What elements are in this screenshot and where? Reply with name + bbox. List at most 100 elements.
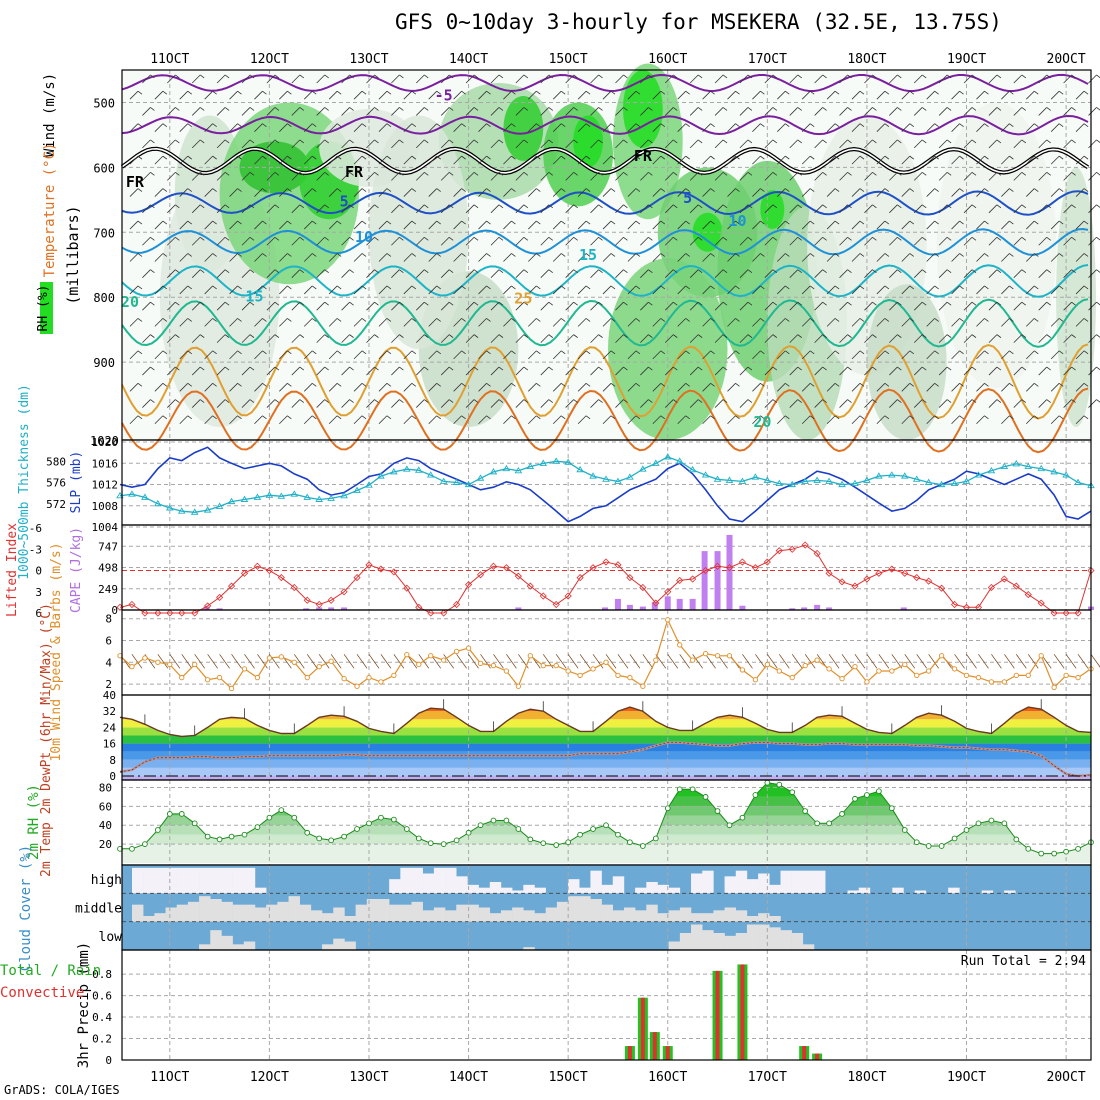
wind-barb: [963, 366, 973, 376]
wind10m-barb: [194, 654, 206, 669]
wind-barb: [411, 188, 417, 192]
lifted-index-axis-label: Lifted Index: [5, 523, 20, 617]
rh-point: [726, 822, 733, 829]
wind-barb: [847, 236, 852, 241]
wind-barb: [772, 366, 778, 371]
wind-barb: [212, 415, 217, 420]
wind-barb: [129, 415, 139, 425]
thickness-point: [154, 499, 162, 507]
cloud-cell: [232, 904, 245, 922]
wind-barb: [1083, 318, 1089, 322]
rh-band: [122, 834, 1091, 845]
wind-barb: [801, 383, 811, 392]
wind-barb: [909, 155, 915, 160]
wind-barb: [760, 220, 765, 225]
thickness-point: [452, 478, 461, 485]
wind-barb: [673, 269, 678, 274]
wind-barb: [640, 334, 649, 343]
lifted-index-point: [950, 600, 959, 609]
wind-barb: [884, 415, 890, 420]
wind-barb: [577, 253, 587, 262]
wind-speed-point: [179, 674, 185, 681]
wind-barb: [391, 107, 400, 116]
wind-barb: [876, 220, 886, 230]
cape-bar: [316, 607, 323, 610]
wind-barb: [150, 301, 155, 306]
wind-barb: [710, 318, 715, 322]
wind-barb: [328, 253, 338, 262]
lifted-index-point: [240, 569, 249, 577]
wind-barb: [150, 269, 155, 274]
wind-barb: [465, 107, 475, 116]
wind-barb: [1075, 383, 1085, 392]
lifted-index-point: [576, 574, 584, 582]
wind-barb: [714, 236, 724, 246]
cloud-cell: [176, 904, 189, 922]
wind-barb: [685, 220, 690, 225]
wind-barb: [660, 285, 666, 290]
wind-barb: [921, 236, 927, 241]
cloud-cell: [746, 879, 759, 894]
thickness-point: [227, 497, 236, 505]
wind-tick: 2: [105, 678, 112, 691]
wind-barb: [921, 172, 927, 176]
wind-barb: [416, 334, 425, 343]
wind-barb: [498, 236, 504, 241]
wind-barb: [167, 172, 176, 181]
wind-barb: [648, 236, 653, 241]
rh-point: [266, 814, 273, 821]
wind-barb: [403, 415, 413, 425]
wind-barb: [316, 74, 325, 84]
cloud-cell: [769, 927, 781, 950]
wind-barb: [801, 253, 811, 262]
wind-barb: [859, 382, 865, 387]
cape-bar: [515, 607, 522, 610]
wind-barb: [262, 220, 267, 225]
wind-barb: [673, 236, 678, 241]
wind10m-barb: [605, 654, 617, 669]
wind-speed-point: [354, 683, 360, 689]
wind-barb: [1034, 90, 1039, 95]
wind-barb: [963, 74, 973, 84]
wind-barb: [453, 90, 462, 100]
wind-barb: [440, 366, 450, 376]
wind-barb: [988, 74, 998, 84]
wind-barb: [913, 366, 923, 376]
wind-speed-point: [714, 653, 721, 659]
wind-barb: [374, 74, 379, 79]
wind-barb: [1050, 253, 1060, 262]
wind-barb: [585, 285, 591, 290]
wind-barb: [511, 123, 516, 127]
wind-barb: [199, 301, 205, 306]
wind-barb: [204, 383, 213, 392]
wind-barb: [851, 155, 861, 165]
wind-barb: [984, 285, 989, 290]
wind-barb: [142, 107, 151, 116]
wind-barb: [461, 123, 466, 127]
wind-barb: [677, 220, 686, 230]
wind-barb: [1038, 301, 1047, 311]
wind-barb: [946, 139, 952, 144]
wind-barb: [361, 318, 367, 322]
wind-barb: [814, 107, 823, 116]
wind-barb: [702, 155, 711, 165]
thickness-point: [1074, 478, 1082, 485]
precip-frame: [121, 949, 1092, 1061]
wind-barb: [374, 139, 379, 144]
cape-bar: [701, 551, 708, 610]
cloud-cell: [344, 916, 356, 922]
wind-barb: [785, 415, 790, 420]
wind-barb: [386, 350, 392, 355]
wind-barb: [1071, 301, 1076, 306]
thickness-point: [738, 477, 747, 484]
wind-barb: [889, 172, 898, 181]
wind-barb: [291, 334, 301, 343]
wind-barb: [528, 350, 537, 360]
wind-barb: [797, 399, 802, 403]
cloud-cell: [724, 907, 737, 922]
wind-barb: [523, 139, 529, 144]
rh-tick: 80: [99, 781, 112, 794]
wind-barb: [859, 253, 865, 257]
wind-barb: [424, 399, 429, 403]
cloud-cell: [758, 873, 770, 894]
